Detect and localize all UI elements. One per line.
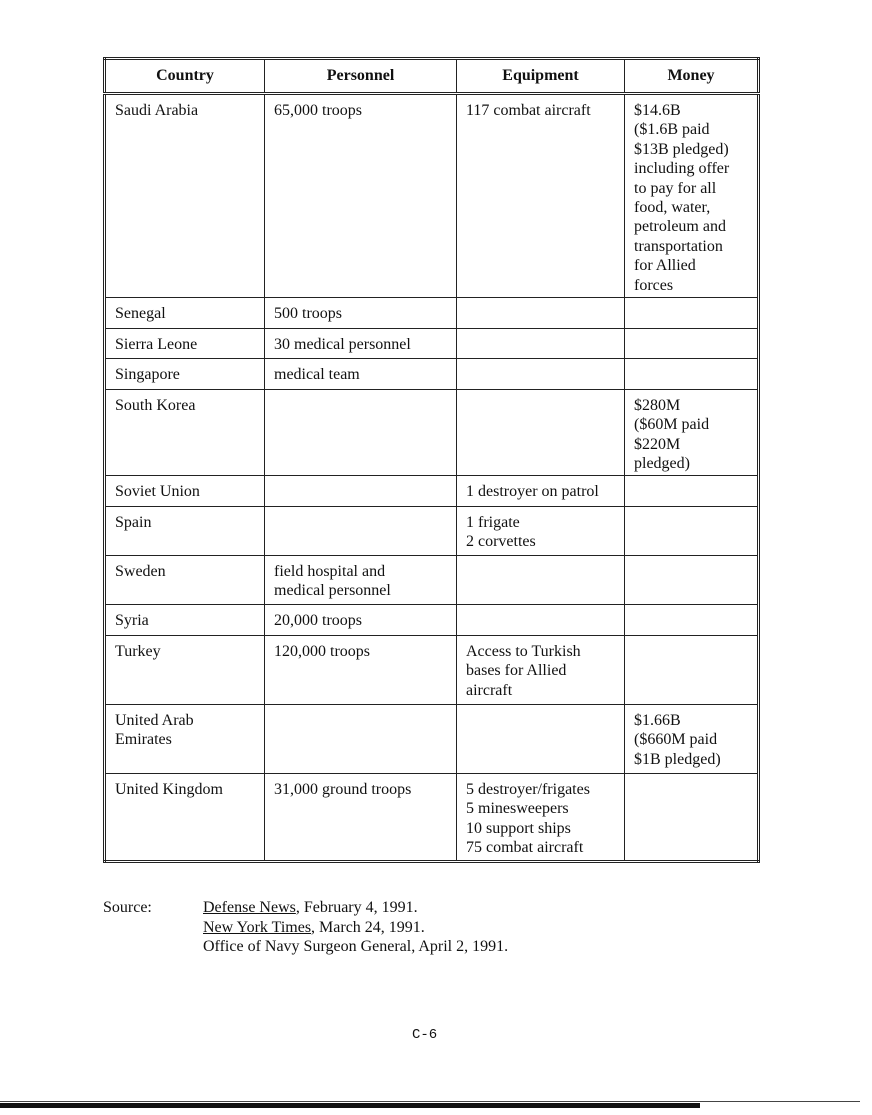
table-row: South Korea $280M ($60M paid $220M pledge… bbox=[104, 389, 759, 476]
cell-money bbox=[624, 328, 759, 359]
cell-personnel: 65,000 troops bbox=[264, 93, 457, 298]
table-row: Saudi Arabia 65,000 troops 117 combat airc… bbox=[104, 93, 759, 298]
cell-country: United Kingdom bbox=[104, 773, 265, 862]
header-country: Country bbox=[104, 58, 265, 95]
cell-country: Syria bbox=[104, 604, 265, 636]
cell-money bbox=[624, 555, 759, 605]
header-equipment: Equipment bbox=[456, 58, 625, 95]
cell-equipment: 1 destroyer on patrol bbox=[456, 475, 625, 507]
cell-country: South Korea bbox=[104, 389, 265, 476]
cell-country: Singapore bbox=[104, 358, 265, 390]
page-number: C-6 bbox=[412, 1027, 438, 1043]
table-row: United Kingdom 31,000 ground troops 5 dest… bbox=[104, 773, 759, 862]
source-label: Source: bbox=[103, 899, 152, 916]
source-title: New York Times bbox=[203, 918, 312, 936]
source-detail: , March 24, 1991. bbox=[311, 918, 425, 936]
cell-equipment: 5 destroyer/frigates 5 minesweepers 10 s… bbox=[456, 773, 625, 862]
cell-money: $1.66B ($660M paid $1B pledged) bbox=[624, 704, 759, 774]
coalition-contributions-table: Country Personnel Equipment Money Saudi … bbox=[103, 57, 760, 863]
cell-equipment bbox=[456, 389, 625, 476]
cell-personnel: 120,000 troops bbox=[264, 635, 457, 705]
cell-personnel: field hospital and medical personnel bbox=[264, 555, 457, 605]
cell-money bbox=[624, 635, 759, 705]
table-row: Sierra Leone 30 medical personnel bbox=[104, 328, 759, 359]
cell-money bbox=[624, 297, 759, 329]
table-row: Sweden field hospital and medical personn… bbox=[104, 555, 759, 605]
cell-personnel bbox=[264, 389, 457, 476]
cell-country: Spain bbox=[104, 506, 265, 556]
cell-country: Sierra Leone bbox=[104, 328, 265, 359]
bottom-rule bbox=[0, 1103, 700, 1108]
bottom-rule-thin bbox=[0, 1101, 860, 1102]
cell-equipment bbox=[456, 297, 625, 329]
table-row: Syria 20,000 troops bbox=[104, 604, 759, 636]
source-detail: Office of Navy Surgeon General, April 2,… bbox=[203, 938, 509, 955]
header-row: Country Personnel Equipment Money bbox=[104, 58, 759, 95]
source-detail: , February 4, 1991. bbox=[295, 899, 418, 916]
cell-equipment: 1 frigate 2 corvettes bbox=[456, 506, 625, 556]
cell-money bbox=[624, 358, 759, 390]
header-money: Money bbox=[624, 58, 759, 95]
table-row: Singapore medical team bbox=[104, 358, 759, 390]
cell-country: Sweden bbox=[104, 555, 265, 605]
cell-equipment bbox=[456, 328, 625, 359]
source-title: Defense News bbox=[203, 899, 296, 916]
cell-personnel: medical team bbox=[264, 358, 457, 390]
cell-money bbox=[624, 773, 759, 862]
cell-personnel bbox=[264, 704, 457, 774]
cell-equipment: Access to Turkish bases for Allied aircr… bbox=[456, 635, 625, 705]
cell-money bbox=[624, 604, 759, 636]
table-row: Senegal 500 troops bbox=[104, 297, 759, 329]
cell-equipment bbox=[456, 604, 625, 636]
cell-personnel: 31,000 ground troops bbox=[264, 773, 457, 862]
cell-money bbox=[624, 475, 759, 507]
cell-personnel: 500 troops bbox=[264, 297, 457, 329]
source-entry: Defense News, February 4, 1991. bbox=[203, 898, 508, 918]
table-row: United Arab Emirates $1.66B ($660M paid $… bbox=[104, 704, 759, 774]
cell-personnel bbox=[264, 506, 457, 556]
cell-country: Turkey bbox=[104, 635, 265, 705]
cell-equipment: 117 combat aircraft bbox=[456, 93, 625, 298]
table-row: Turkey 120,000 troops Access to Turkish ba… bbox=[104, 635, 759, 705]
source-entry: New York Times, March 24, 1991. bbox=[203, 918, 508, 938]
cell-personnel bbox=[264, 475, 457, 507]
cell-money bbox=[624, 506, 759, 556]
source-list: Defense News, February 4, 1991. New York… bbox=[203, 898, 508, 957]
cell-personnel: 20,000 troops bbox=[264, 604, 457, 636]
table-row: Spain 1 frigate 2 corvettes bbox=[104, 506, 759, 556]
cell-country: United Arab Emirates bbox=[104, 704, 265, 774]
cell-equipment bbox=[456, 555, 625, 605]
cell-money: $14.6B ($1.6B paid $13B pledged) includi… bbox=[624, 93, 759, 298]
cell-personnel: 30 medical personnel bbox=[264, 328, 457, 359]
cell-country: Soviet Union bbox=[104, 475, 265, 507]
cell-country: Saudi Arabia bbox=[104, 93, 265, 298]
source-entry: Office of Navy Surgeon General, April 2,… bbox=[203, 937, 508, 957]
cell-money: $280M ($60M paid $220M pledged) bbox=[624, 389, 759, 476]
cell-equipment bbox=[456, 704, 625, 774]
header-personnel: Personnel bbox=[264, 58, 457, 95]
table-row: Soviet Union 1 destroyer on patrol bbox=[104, 475, 759, 507]
cell-equipment bbox=[456, 358, 625, 390]
cell-country: Senegal bbox=[104, 297, 265, 329]
